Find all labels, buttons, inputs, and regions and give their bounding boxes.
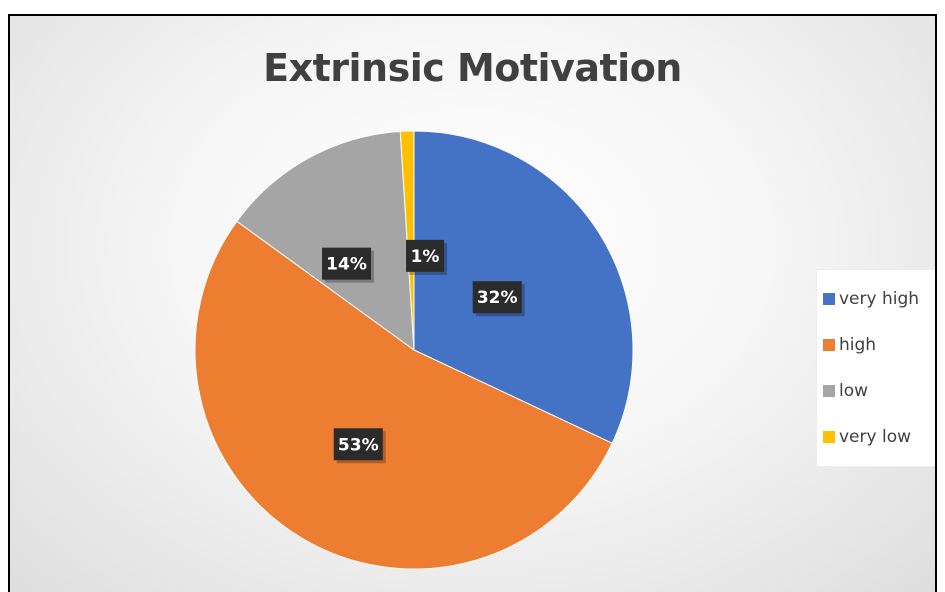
data-label-very-high: 32%: [472, 281, 525, 317]
chart-frame: Extrinsic Motivation 32% 53% 14% 1% very hi…: [8, 14, 937, 592]
legend-item-low: low: [823, 368, 935, 414]
legend-item-high: high: [823, 322, 935, 368]
legend-item-very-low: very low: [823, 414, 935, 460]
legend-swatch-high: [823, 339, 835, 351]
legend-swatch-very-low: [823, 431, 835, 443]
data-label-text-high: 53%: [338, 435, 379, 455]
legend-label-very-high: very high: [839, 289, 920, 309]
legend-swatch-very-high: [823, 293, 835, 305]
pie-slice-low: [236, 130, 415, 352]
chart-legend: very high high low very low: [816, 269, 935, 467]
pie-slice-very-high: [413, 130, 634, 444]
data-label-text-very-high: 32%: [477, 288, 518, 308]
data-label-low: 14%: [322, 247, 375, 283]
data-label-very-low: 1%: [406, 239, 448, 275]
chart-title: Extrinsic Motivation: [263, 46, 682, 90]
legend-label-very-low: very low: [839, 427, 912, 447]
legend-swatch-low: [823, 385, 835, 397]
data-label-text-very-low: 1%: [411, 247, 440, 267]
pie-chart: 32% 53% 14% 1%: [194, 130, 634, 570]
data-label-high: 53%: [333, 428, 386, 464]
legend-item-very-high: very high: [823, 276, 935, 322]
pie-slice-high: [194, 220, 613, 570]
legend-label-high: high: [839, 335, 877, 355]
legend-label-low: low: [839, 381, 869, 401]
data-label-text-low: 14%: [326, 255, 367, 275]
pie-data-labels: 32% 53% 14% 1%: [322, 239, 525, 464]
pie-slices: [194, 130, 634, 570]
